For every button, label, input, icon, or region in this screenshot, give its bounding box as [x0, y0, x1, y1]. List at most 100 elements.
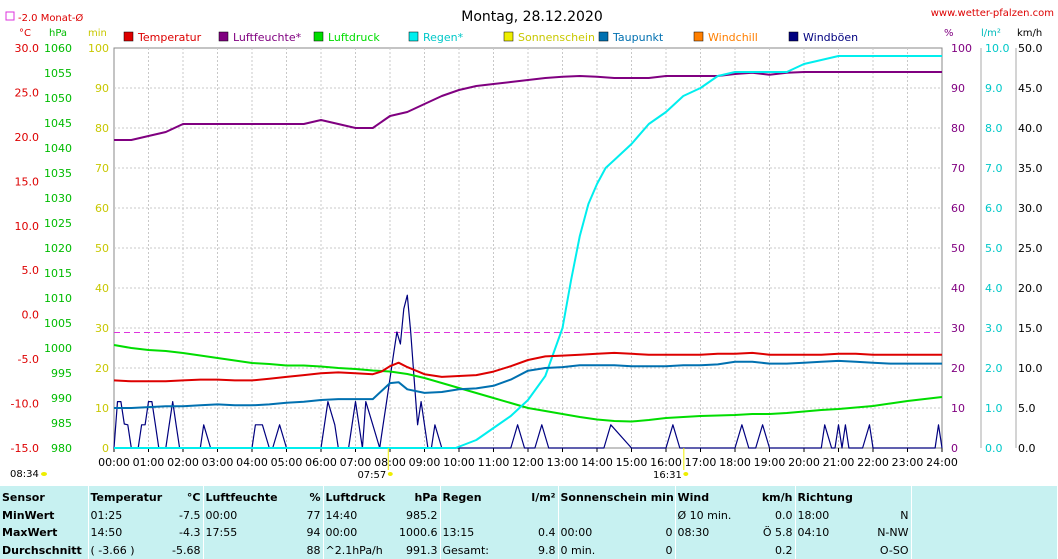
sunshine-tick-label: 60	[95, 202, 109, 215]
header-temperature-label: Temperatur	[90, 491, 163, 505]
cell-value: -5.68	[172, 543, 201, 557]
cell-time: 00:00	[560, 526, 593, 540]
temperature-tick-label: 20.0	[15, 131, 40, 144]
cell-direction: 04:10 N-NW	[795, 524, 912, 542]
cell-time: 00:00	[325, 526, 358, 540]
sunshine-tick-label: 0	[102, 442, 109, 455]
cell-wind: 0.2	[675, 541, 796, 559]
header-rain-unit: l/m²	[531, 491, 556, 505]
cell-sunshine: 00:00 0	[558, 524, 676, 542]
humidity-tick-label: 0	[951, 442, 958, 455]
cell-direction: 18:00 N	[795, 506, 912, 525]
row-label: MaxWert	[0, 524, 89, 542]
cell-time: 08:30	[677, 526, 710, 540]
header-wind: Wind km/h	[675, 486, 796, 507]
cell-value: -4.3	[179, 526, 201, 540]
pressure-tick-label: 1050	[44, 92, 72, 105]
x-tick-label: 24:00	[926, 456, 958, 469]
cell-temperature: ( -3.66 ) -5.68	[88, 541, 204, 559]
cell-pressure: 00:00 1000.6	[323, 524, 441, 542]
cell-value: O-SO	[879, 543, 909, 557]
header-pressure-unit: hPa	[414, 491, 438, 505]
legend-swatch	[693, 31, 704, 42]
x-tick-label: 19:00	[754, 456, 786, 469]
humidity-tick-label: 90	[951, 82, 965, 95]
pressure-tick-label: 1040	[44, 142, 72, 155]
cell-humidity: 17:55 94	[203, 524, 324, 542]
x-tick-label: 14:00	[581, 456, 613, 469]
row-label: MinWert	[0, 506, 89, 525]
pressure-tick-label: 980	[51, 442, 72, 455]
x-tick-label: 01:00	[133, 456, 165, 469]
cell-value: 94	[306, 526, 321, 540]
cell-wind: Ø 10 min. 0.0	[675, 506, 796, 525]
pressure-tick-label: 1015	[44, 267, 72, 280]
rain-tick-label: 0.0	[985, 442, 1003, 455]
cell-time: 04:10	[797, 526, 830, 540]
temperature-tick-label: -15.0	[11, 442, 39, 455]
data-series	[113, 55, 943, 449]
sun-markers: 07:57 16:31 08:34	[10, 448, 689, 481]
rain-tick-label: 3.0	[985, 322, 1003, 335]
sunshine-tick-label: 10	[95, 402, 109, 415]
sunshine-tick-label: 50	[95, 242, 109, 255]
wind-tick-label: 5.0	[1018, 402, 1036, 415]
sunshine-tick-label: 90	[95, 82, 109, 95]
header-wind-unit: km/h	[761, 491, 793, 505]
wind-tick-label: 40.0	[1018, 122, 1043, 135]
humidity-tick-label: 10	[951, 402, 965, 415]
cell-time: 14:40	[325, 508, 358, 522]
humidity-tick-label: 80	[951, 122, 965, 135]
unit-wind: km/h	[1017, 28, 1042, 39]
temperature-tick-label: 30.0	[15, 42, 40, 55]
pressure-tick-label: 985	[51, 417, 72, 430]
legend-swatch	[503, 31, 514, 42]
humidity-tick-label: 20	[951, 362, 965, 375]
legend-label: Luftdruck	[328, 31, 380, 44]
unit-humidity: %	[944, 28, 954, 39]
x-tick-label: 10:00	[443, 456, 475, 469]
website-url: www.wetter-pfalzen.com	[931, 8, 1054, 19]
legend-label: Windchill	[708, 31, 758, 44]
pressure-tick-label: 1055	[44, 67, 72, 80]
series-line-regen	[114, 55, 942, 449]
unit-temperature: °C	[19, 28, 31, 39]
cell-sunshine: 0 min. 0	[558, 541, 676, 559]
sunshine-tick-label: 80	[95, 122, 109, 135]
humidity-tick-label: 100	[951, 42, 972, 55]
x-tick-label: 13:00	[547, 456, 579, 469]
cell-time: 14:50	[90, 526, 123, 540]
pressure-tick-label: 1045	[44, 117, 72, 130]
legend-label: Sonnenschein	[518, 31, 595, 44]
pressure-tick-label: 1060	[44, 42, 72, 55]
cell-value: 985.2	[406, 508, 438, 522]
table-row-min: MinWert 01:25 -7.5 00:00 77 14:40 985.2 Ø 1…	[0, 506, 1058, 525]
table-row-avg: Durchschnitt ( -3.66 ) -5.68 88 ^2.1hPa/h…	[0, 541, 1058, 559]
legend-swatch	[313, 31, 324, 42]
cell-value: 77	[306, 508, 321, 522]
cell-filler	[911, 506, 1058, 525]
legend-label: Temperatur	[137, 31, 202, 44]
header-direction: Richtung	[795, 486, 912, 507]
cell-humidity: 88	[203, 541, 324, 559]
x-tick-label: 20:00	[788, 456, 820, 469]
x-tick-label: 18:00	[719, 456, 751, 469]
sunshine-tick-label: 100	[88, 42, 109, 55]
sunrise-time: 07:57	[357, 470, 386, 481]
temperature-tick-label: 5.0	[22, 264, 40, 277]
header-rain: Regen l/m²	[440, 486, 559, 507]
cell-temperature: 01:25 -7.5	[88, 506, 204, 525]
pressure-tick-label: 990	[51, 392, 72, 405]
temperature-tick-label: -5.0	[18, 353, 39, 366]
header-rain-label: Regen	[442, 491, 482, 505]
cell-sunshine	[558, 506, 676, 525]
cell-time: Gesamt:	[442, 543, 490, 557]
table-row-max: MaxWert 14:50 -4.3 17:55 94 00:00 1000.6 13…	[0, 524, 1058, 542]
legend-label: Windböen	[803, 31, 858, 44]
row-label: Durchschnitt	[0, 541, 89, 559]
series-line-luftfeuchte	[114, 71, 942, 141]
cell-value: Ö 5.8	[762, 526, 793, 540]
temperature-tick-label: 15.0	[15, 175, 40, 188]
wind-tick-label: 15.0	[1018, 322, 1043, 335]
cell-time: 13:15	[442, 526, 475, 540]
